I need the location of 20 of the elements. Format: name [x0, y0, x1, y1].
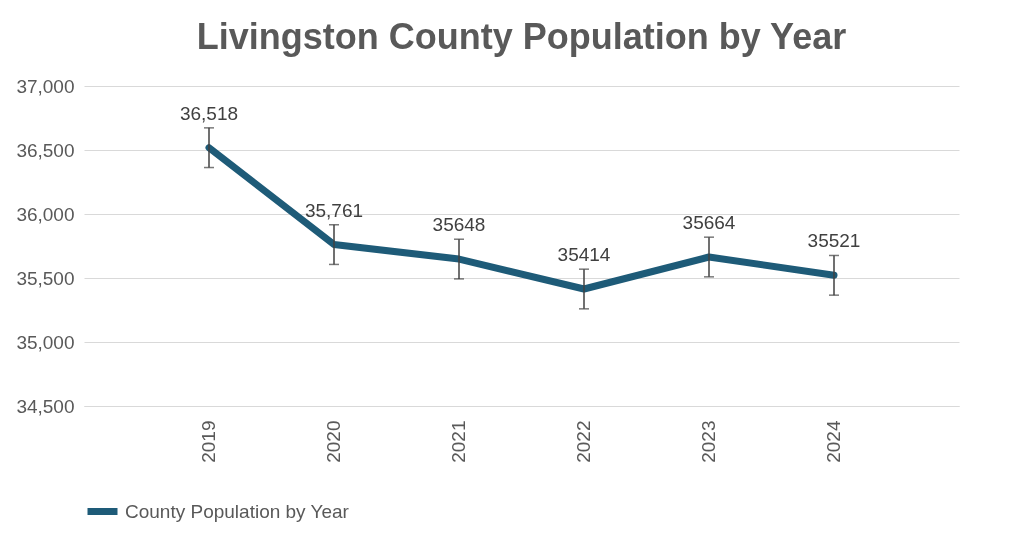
- data-label: 35,761: [304, 199, 364, 221]
- data-label: 36,518: [179, 102, 239, 124]
- x-tick-label: 2023: [698, 420, 719, 463]
- x-tick-label: 2024: [823, 420, 844, 463]
- y-tick-label: 34,500: [16, 395, 75, 417]
- x-tick-label: 2021: [448, 420, 469, 463]
- data-label: 35414: [557, 244, 611, 266]
- data-label: 35521: [807, 230, 861, 252]
- x-tick-label: 2020: [323, 420, 344, 463]
- legend-label: County Population by Year: [125, 500, 350, 522]
- y-tick-label: 35,500: [16, 267, 75, 289]
- y-tick-label: 37,000: [16, 75, 75, 97]
- x-tick-label: 2022: [573, 420, 594, 463]
- data-label: 35648: [432, 214, 486, 236]
- y-tick-label: 36,000: [16, 203, 75, 225]
- y-tick-label: 35,000: [16, 331, 75, 353]
- x-tick-label: 2019: [198, 420, 219, 463]
- y-tick-label: 36,500: [16, 139, 75, 161]
- chart-title: Livingston County Population by Year: [196, 16, 847, 57]
- data-label: 35664: [682, 212, 736, 234]
